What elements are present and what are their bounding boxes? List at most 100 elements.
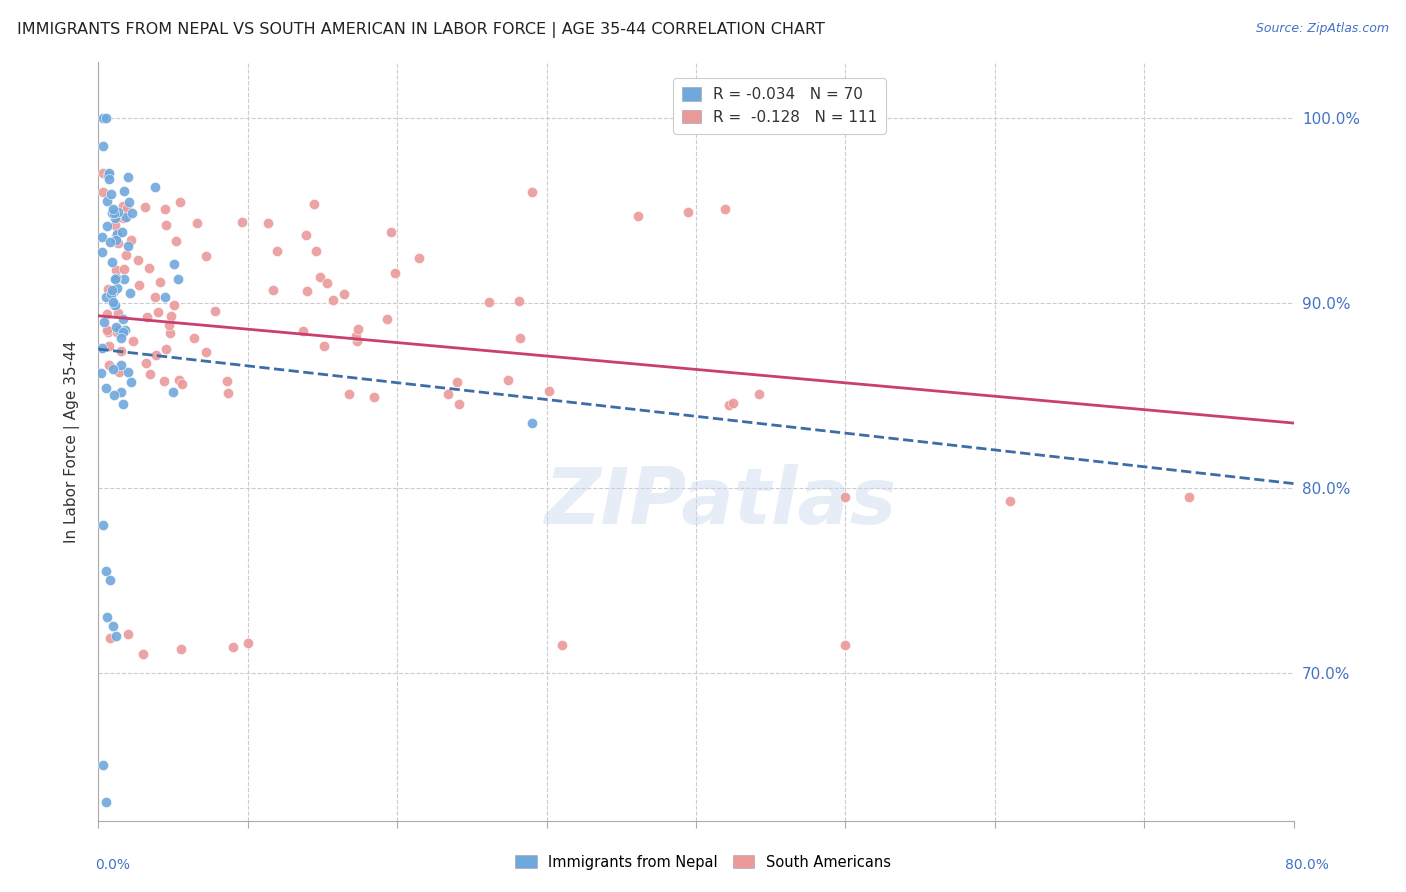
Point: [103, 284, 125, 298]
Point: [375, 311, 398, 326]
Point: [143, 290, 166, 304]
Point: [91, 185, 114, 199]
Point: [97, 171, 120, 186]
Point: [118, 286, 141, 301]
Text: 80.0%: 80.0%: [1285, 858, 1329, 872]
Point: [114, 323, 136, 337]
Point: [91, 166, 114, 180]
Point: [91, 230, 114, 244]
Point: [257, 216, 280, 230]
Point: [520, 185, 543, 199]
Point: [117, 239, 139, 253]
Point: [322, 293, 344, 307]
Point: [100, 206, 122, 220]
Point: [90, 366, 112, 380]
Point: [347, 322, 370, 336]
Point: [163, 257, 186, 271]
Point: [94, 564, 117, 578]
Point: [107, 365, 129, 379]
Point: [91, 245, 114, 260]
Point: [115, 248, 138, 262]
Legend: Immigrants from Nepal, South Americans: Immigrants from Nepal, South Americans: [509, 849, 897, 876]
Point: [96, 323, 118, 337]
Point: [110, 358, 132, 372]
Point: [167, 373, 190, 387]
Point: [115, 211, 138, 225]
Point: [165, 235, 187, 249]
Point: [346, 334, 368, 349]
Point: [834, 490, 856, 504]
Point: [93, 315, 115, 329]
Point: [295, 227, 318, 242]
Point: [103, 298, 125, 312]
Point: [498, 372, 520, 386]
Point: [143, 179, 166, 194]
Point: [104, 229, 127, 244]
Point: [135, 356, 157, 370]
Point: [302, 197, 325, 211]
Point: [132, 647, 155, 661]
Point: [155, 342, 177, 356]
Point: [112, 272, 135, 286]
Point: [112, 184, 135, 198]
Point: [508, 293, 530, 308]
Point: [94, 381, 117, 395]
Point: [107, 235, 129, 250]
Point: [111, 211, 134, 225]
Point: [170, 377, 193, 392]
Point: [117, 365, 139, 379]
Text: ZIPatlas: ZIPatlas: [544, 464, 896, 541]
Point: [98, 631, 122, 645]
Point: [160, 309, 183, 323]
Point: [149, 275, 172, 289]
Point: [127, 252, 149, 267]
Point: [509, 330, 531, 344]
Point: [676, 205, 699, 219]
Legend: R = -0.034   N = 70, R =  -0.128   N = 111: R = -0.034 N = 70, R = -0.128 N = 111: [673, 78, 886, 134]
Point: [363, 390, 385, 404]
Point: [834, 638, 856, 652]
Point: [97, 282, 120, 296]
Point: [380, 225, 402, 239]
Point: [103, 388, 125, 402]
Point: [96, 290, 118, 304]
Point: [120, 233, 142, 247]
Text: 0.0%: 0.0%: [96, 858, 131, 872]
Point: [105, 629, 128, 643]
Point: [305, 244, 328, 259]
Point: [104, 211, 127, 226]
Point: [96, 194, 118, 208]
Point: [107, 323, 129, 337]
Point: [105, 227, 128, 241]
Point: [155, 291, 177, 305]
Point: [537, 384, 560, 399]
Point: [167, 272, 190, 286]
Point: [91, 758, 114, 772]
Point: [120, 376, 142, 390]
Point: [194, 248, 217, 262]
Point: [107, 205, 129, 219]
Point: [111, 397, 134, 411]
Point: [111, 225, 134, 239]
Point: [315, 276, 337, 290]
Point: [98, 235, 121, 250]
Point: [97, 165, 120, 179]
Point: [115, 201, 138, 215]
Point: [97, 168, 120, 182]
Point: [266, 244, 288, 259]
Point: [104, 272, 127, 286]
Point: [134, 200, 156, 214]
Point: [91, 341, 114, 355]
Point: [103, 619, 125, 633]
Point: [136, 310, 159, 325]
Point: [122, 334, 145, 348]
Point: [112, 261, 135, 276]
Point: [159, 326, 181, 341]
Point: [748, 387, 770, 401]
Point: [436, 387, 458, 401]
Point: [309, 269, 332, 284]
Point: [169, 641, 191, 656]
Point: [204, 304, 226, 318]
Point: [231, 215, 253, 229]
Point: [105, 326, 128, 340]
